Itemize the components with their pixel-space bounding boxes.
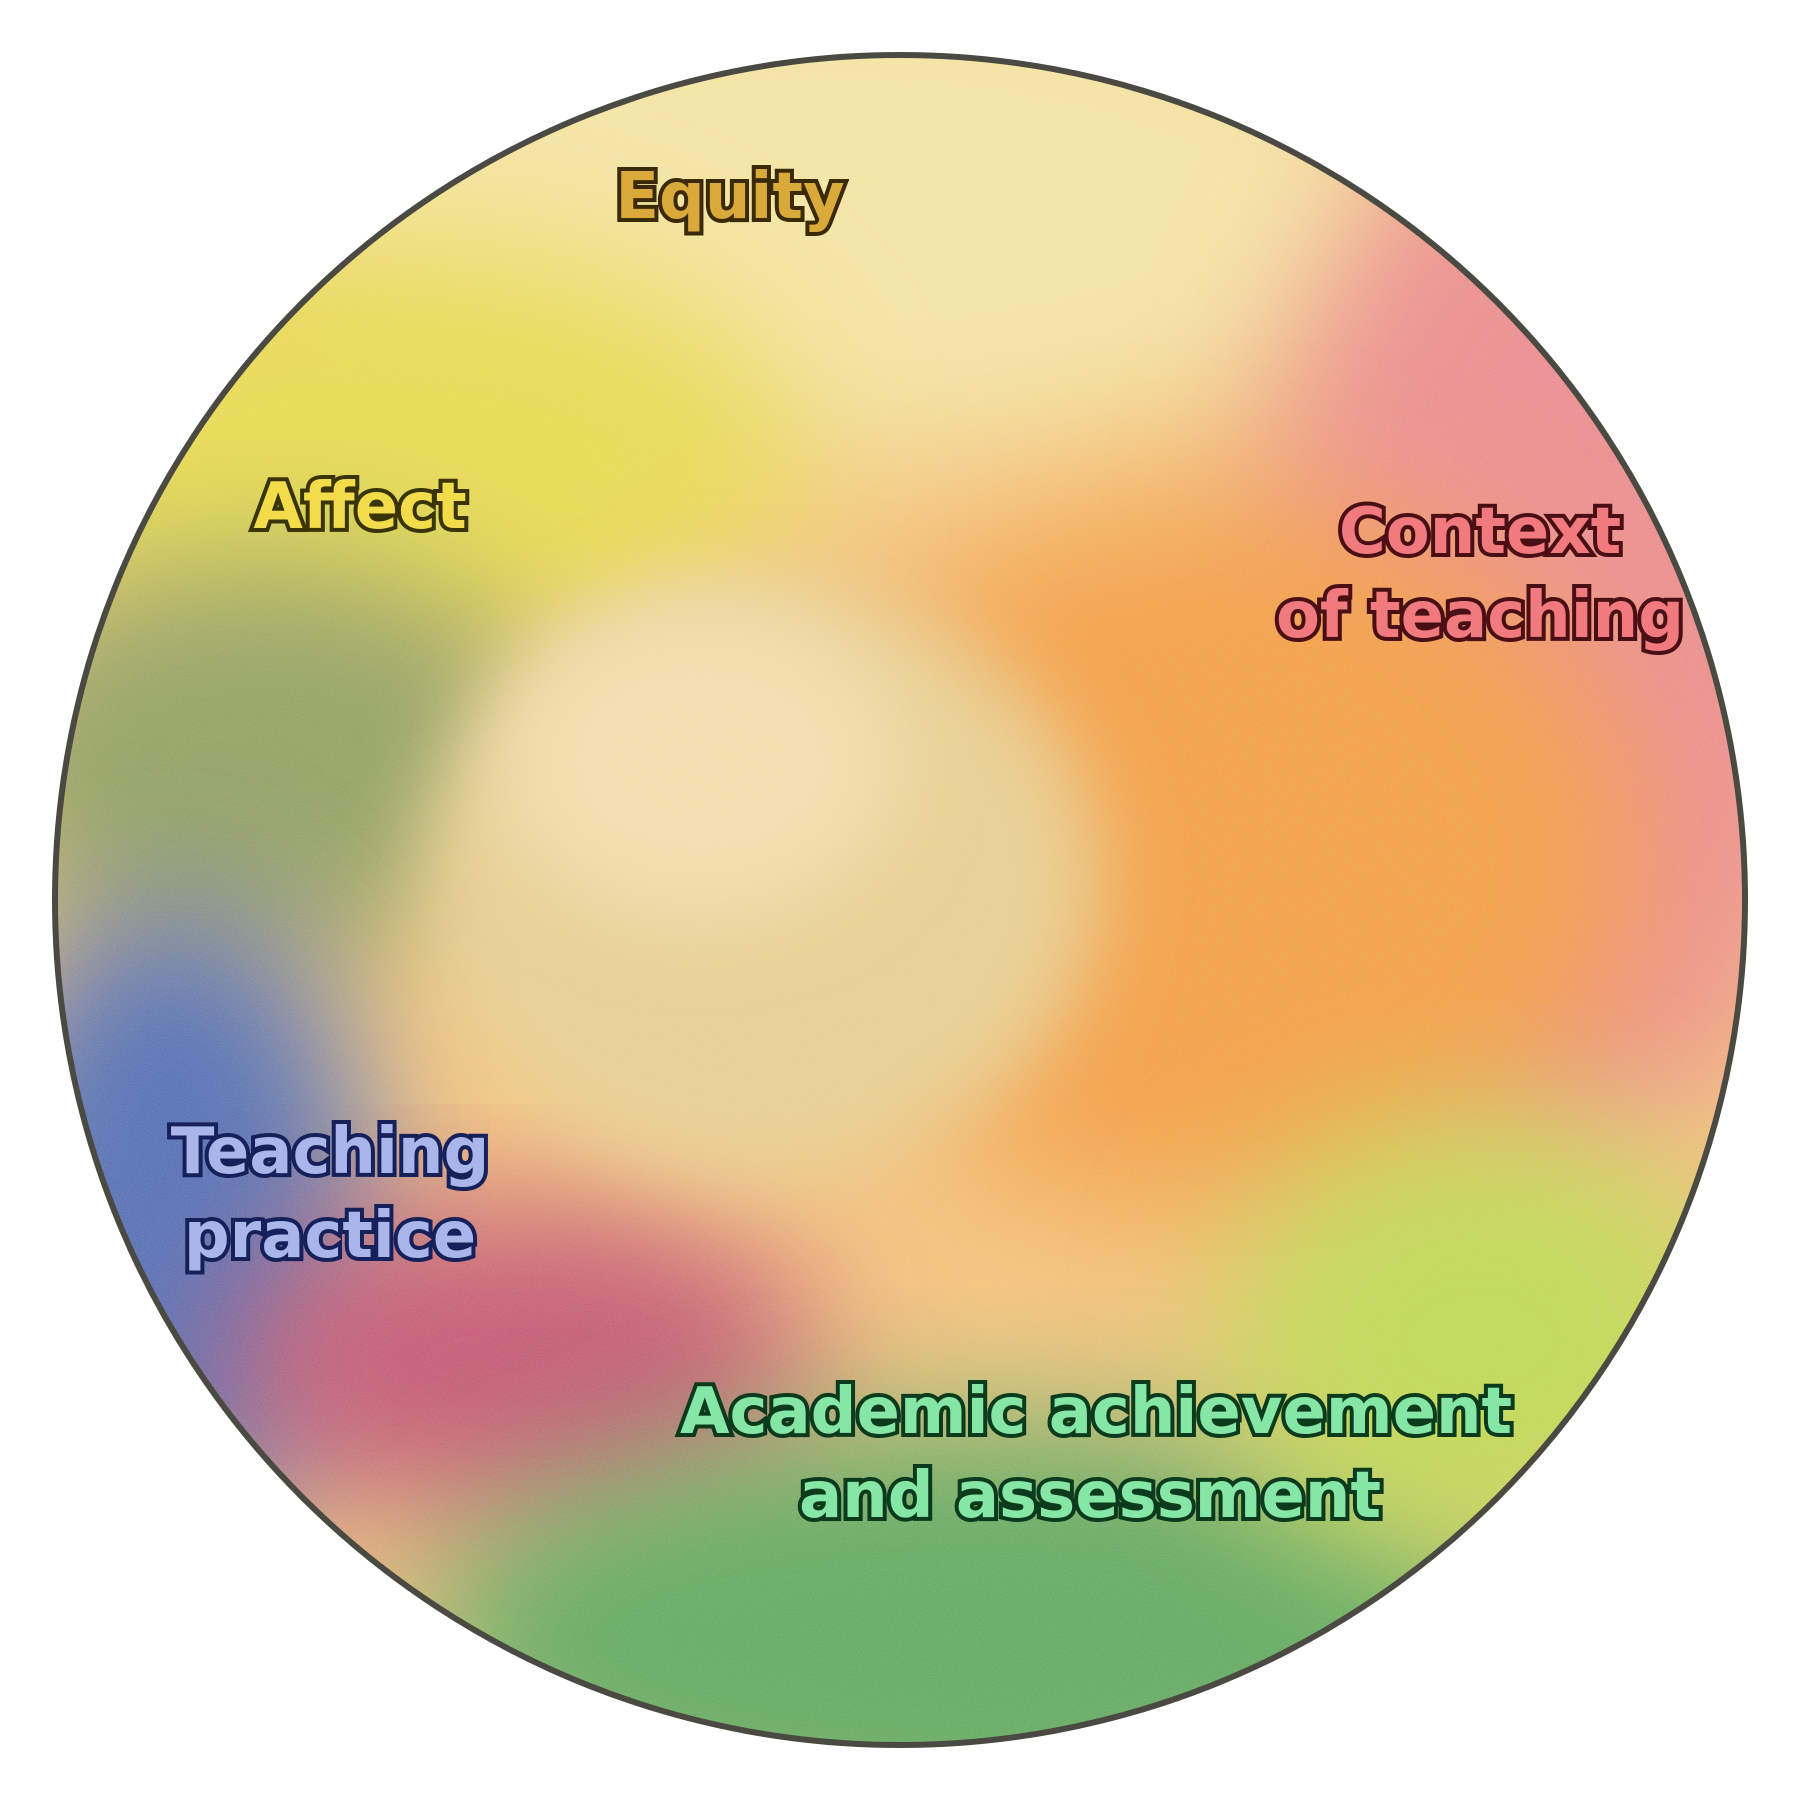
label-equity-text: Equity [611, 156, 848, 238]
circle-outline [52, 52, 1748, 1748]
label-context-line2: of teaching [1272, 575, 1688, 657]
label-affect: Affect [200, 465, 520, 549]
label-equity: Equity [560, 155, 900, 239]
label-context-of-teaching: Context of teaching [1240, 490, 1720, 658]
label-teaching-line1: Teaching [167, 1111, 494, 1193]
label-teaching-line2: practice [180, 1195, 480, 1277]
label-affect-text: Affect [249, 466, 470, 548]
label-teaching-practice: Teaching practice [120, 1110, 540, 1278]
label-academic-achievement: Academic achievement and assessment [676, 1370, 1516, 1538]
label-context-line1: Context [1335, 491, 1625, 573]
label-academic-line2: and assessment [795, 1455, 1385, 1537]
label-academic-line1: Academic achievement [676, 1371, 1516, 1453]
